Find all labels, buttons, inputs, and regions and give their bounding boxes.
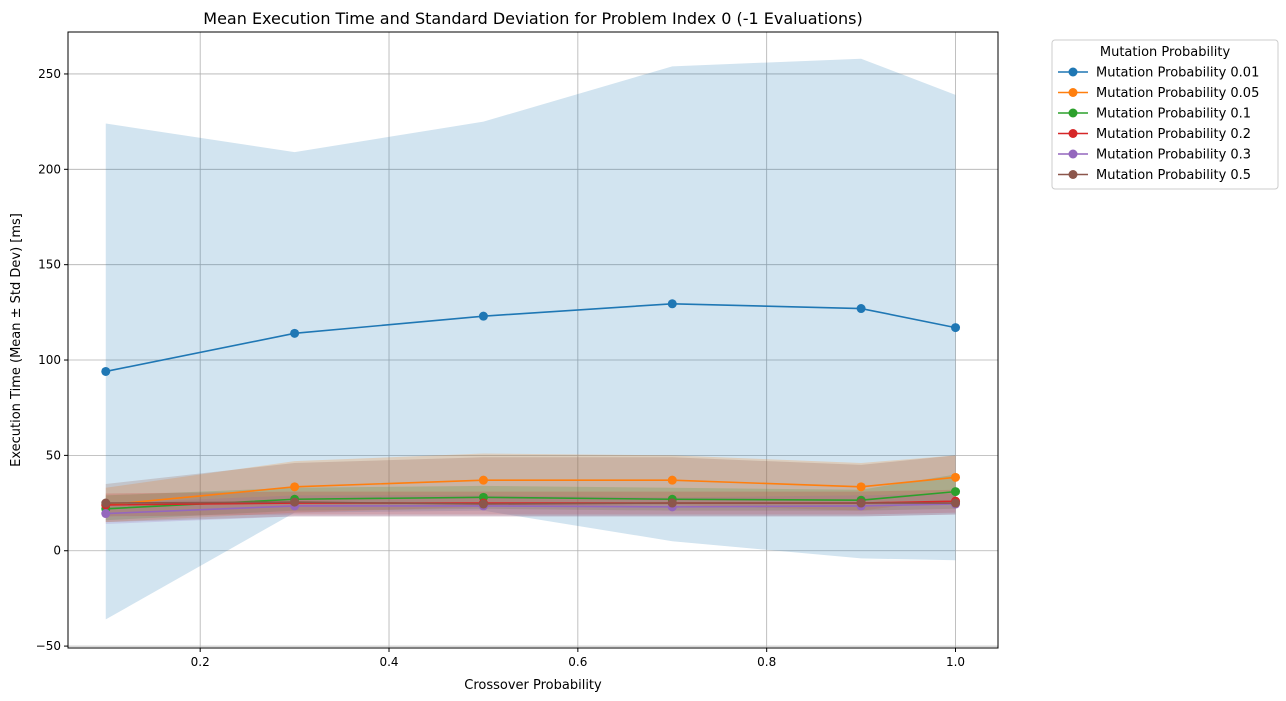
axis-ticks: 0.2 0.4 0.6 0.8 1.0 −50 0 50 100 150 200 250 [36,67,965,669]
legend-label: Mutation Probability 0.2 [1096,127,1251,142]
legend-marker [1068,88,1078,97]
x-tick-label: 0.4 [379,655,398,669]
y-tick-label: 250 [38,67,61,81]
legend-label: Mutation Probability 0.01 [1096,66,1259,81]
y-tick-label: 150 [38,258,61,272]
legend-marker [1068,170,1078,179]
x-tick-label: 1.0 [946,655,965,669]
series-line [105,302,956,373]
series-line [105,501,956,505]
plot-area-frame [67,31,999,649]
std-dev-band [105,493,956,525]
data-point [667,498,677,508]
data-point [856,482,866,492]
data-point [290,497,300,507]
legend-label: Mutation Probability 0.1 [1096,107,1251,122]
series-line [105,490,956,510]
x-axis-label: Crossover Probability [464,678,602,693]
legend-marker [1068,108,1078,118]
legend: Mutation Probability Mutation Probabilit… [1051,39,1279,190]
data-point [667,475,677,485]
series-lines [101,299,961,519]
data-point [951,472,961,482]
legend-label: Mutation Probability 0.5 [1096,168,1251,183]
legend-marker [1068,149,1078,159]
std-dev-band [105,58,956,620]
data-point [478,475,488,485]
y-tick-label: 100 [38,353,61,367]
data-point [951,487,961,497]
data-point [478,499,488,509]
data-point [101,498,111,508]
data-point [667,299,677,309]
grid [68,32,998,648]
data-point [290,482,300,492]
data-point [290,328,300,338]
data-point [856,498,866,508]
x-tick-label: 0.2 [191,655,210,669]
legend-marker [1068,67,1078,77]
y-tick-label: 0 [53,544,61,558]
legend-entries: Mutation Probability 0.01 Mutation Probab… [1058,66,1259,183]
data-point [951,323,961,333]
legend-label: Mutation Probability 0.3 [1096,148,1251,163]
data-point [856,304,866,314]
legend-title: Mutation Probability [1100,45,1231,60]
series-line [105,503,956,515]
data-point [951,498,961,508]
legend-frame [1051,39,1279,190]
std-dev-band [105,453,956,523]
data-point [478,311,488,321]
y-tick-label: 200 [38,162,61,176]
data-point [101,509,111,519]
std-dev-bands [105,58,956,620]
x-tick-label: 0.8 [757,655,776,669]
chart-title: Mean Execution Time and Standard Deviati… [203,9,862,28]
legend-marker [1068,129,1078,138]
y-tick-label: −50 [36,639,61,653]
data-point [101,366,111,376]
y-axis-label: Execution Time (Mean ± Std Dev) [ms] [9,213,24,467]
x-tick-label: 0.6 [568,655,587,669]
y-tick-label: 50 [46,448,61,462]
series-line [105,476,956,506]
legend-label: Mutation Probability 0.05 [1096,86,1259,101]
